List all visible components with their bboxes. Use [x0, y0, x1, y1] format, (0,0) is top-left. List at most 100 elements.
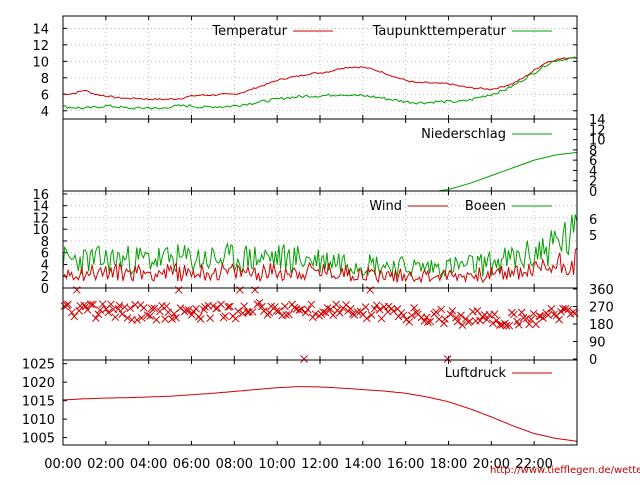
panel-frame	[62, 359, 578, 446]
direction-point	[162, 302, 171, 311]
direction-point	[311, 310, 320, 318]
series-boeen	[62, 214, 578, 279]
direction-point	[295, 306, 304, 314]
direction-point	[375, 305, 384, 314]
direction-point	[258, 302, 266, 311]
direction-point	[308, 313, 317, 322]
direction-point	[407, 311, 416, 320]
direction-point	[458, 321, 467, 330]
direction-point	[424, 318, 432, 327]
direction-point	[303, 305, 312, 314]
direction-point	[483, 315, 491, 324]
direction-point	[300, 355, 308, 363]
direction-point	[226, 302, 234, 311]
direction-point	[206, 314, 215, 322]
direction-point	[453, 317, 462, 326]
direction-point	[238, 309, 247, 318]
direction-point	[196, 315, 205, 323]
direction-point	[60, 302, 69, 310]
direction-tick-label: 180	[589, 318, 614, 333]
direction-point	[118, 310, 127, 319]
direction-point	[519, 314, 528, 322]
precipitation-tick-label: 6	[589, 154, 597, 169]
direction-point	[174, 286, 183, 294]
direction-point	[547, 305, 556, 313]
direction-point	[405, 318, 414, 326]
direction-point	[441, 315, 449, 323]
x-tick-label: 20:00	[473, 457, 510, 472]
direction-point	[437, 305, 446, 314]
direction-point	[234, 307, 242, 316]
pressure-tick-label: 1010	[22, 413, 55, 428]
pressure-tick-label: 1025	[22, 358, 55, 373]
direction-point	[170, 309, 178, 318]
direction-point	[182, 306, 190, 314]
direction-point	[115, 301, 124, 310]
direction-point	[539, 314, 547, 322]
direction-point	[505, 321, 514, 330]
x-tick-label: 16:00	[387, 457, 424, 472]
direction-point	[555, 315, 563, 324]
legend-taupunkttemperatur: Taupunkttemperatur	[372, 24, 507, 39]
direction-point	[522, 314, 531, 323]
direction-point	[514, 320, 523, 329]
direction-point	[272, 307, 281, 315]
direction-point	[64, 300, 72, 309]
direction-point	[297, 305, 306, 314]
direction-point	[184, 306, 193, 314]
direction-point	[172, 313, 180, 322]
direction-point	[91, 314, 100, 323]
direction-point	[510, 310, 518, 319]
temperature-tick-label: 6	[41, 88, 49, 103]
temperature-tick-label: 8	[41, 72, 49, 87]
direction-point	[361, 303, 370, 311]
wind-tick-label: 10	[32, 223, 49, 238]
direction-point	[353, 307, 362, 316]
direction-point	[564, 305, 572, 314]
precipitation-tick-label: 12	[589, 123, 606, 138]
direction-point	[367, 311, 376, 319]
source-credit: http://www.tiefflegen.de/wetter/	[490, 465, 640, 476]
direction-point	[529, 309, 538, 318]
direction-point	[377, 314, 386, 323]
x-tick-label: 08:00	[216, 457, 253, 472]
direction-point	[476, 316, 484, 325]
direction-point	[156, 307, 164, 316]
wind-tick-label: 14	[32, 200, 49, 215]
direction-point	[307, 300, 316, 309]
direction-point	[410, 303, 418, 312]
direction-point	[73, 286, 81, 294]
x-tick-label: 02:00	[87, 457, 124, 472]
direction-point	[245, 308, 253, 316]
legend-wind: Wind	[369, 199, 402, 214]
direction-tick-label: 270	[589, 300, 614, 315]
legend-boeen: Boeen	[465, 199, 506, 214]
direction-point	[126, 304, 135, 313]
direction-point	[281, 302, 289, 311]
direction-point	[70, 312, 79, 321]
direction-point	[255, 298, 264, 307]
direction-point	[143, 311, 152, 319]
x-tick-label: 00:00	[44, 457, 81, 472]
direction-point	[326, 305, 335, 314]
direction-point	[150, 304, 159, 313]
direction-point	[332, 300, 341, 309]
direction-point	[147, 304, 156, 313]
wind-direction-panel: 0 90 180 270 360	[60, 283, 614, 368]
direction-point	[282, 311, 290, 319]
pressure-tick-label: 1015	[22, 395, 55, 410]
direction-point	[426, 317, 435, 326]
direction-point	[146, 312, 154, 320]
series-niederschlag	[63, 151, 578, 192]
wind-tick-label: 8	[41, 235, 49, 250]
direction-point	[240, 302, 249, 311]
direction-point	[465, 317, 474, 326]
series-temperatur	[62, 57, 578, 101]
direction-point	[473, 307, 482, 315]
direction-point	[366, 286, 374, 294]
direction-point	[372, 301, 381, 310]
direction-point	[236, 286, 244, 294]
